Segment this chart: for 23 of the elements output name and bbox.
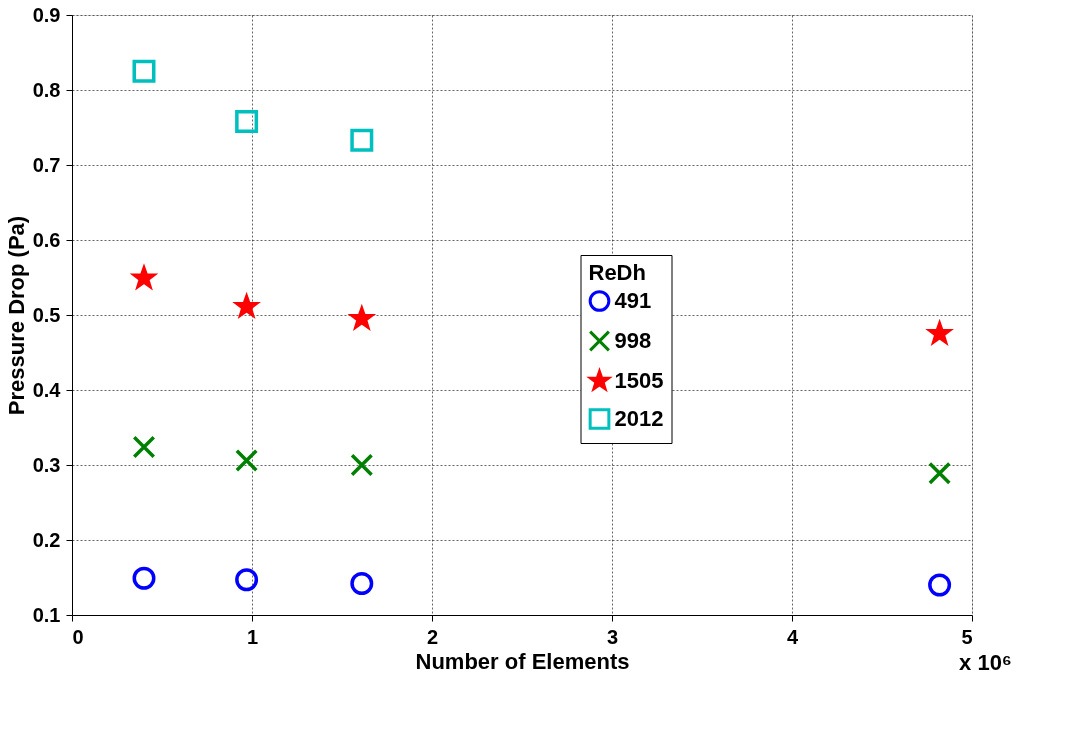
y-tick-label: 0.9 <box>32 3 61 26</box>
legend-label: 2012 <box>614 406 664 431</box>
x-tick-label: 5 <box>961 625 973 648</box>
y-tick-label: 0.6 <box>32 228 61 251</box>
x-tick-label: 2 <box>426 625 439 648</box>
y-tick-label: 0.8 <box>32 78 61 101</box>
x-tick-label: 0 <box>72 625 84 648</box>
legend-label: 1505 <box>614 368 664 393</box>
x-tick-label: 4 <box>786 625 799 648</box>
y-tick-label: 0.2 <box>32 528 61 551</box>
y-tick-label: 0.3 <box>32 453 61 476</box>
y-tick-label: 0.4 <box>32 378 62 401</box>
y-tick-label: 0.7 <box>32 153 61 176</box>
y-tick-label: 0.5 <box>32 303 61 326</box>
y-axis-title: Pressure Drop (Pa) <box>3 215 29 416</box>
x-axis-title: Number of Elements <box>415 648 630 674</box>
x-tick-label: 3 <box>606 625 619 648</box>
text: x 10⁶ <box>959 650 1012 675</box>
legend-title: ReDh <box>588 260 646 285</box>
x-tick-label: 1 <box>246 625 259 648</box>
legend-label: 998 <box>614 328 652 353</box>
legend-label: 491 <box>614 288 652 313</box>
y-tick-label: 0.1 <box>32 603 61 626</box>
